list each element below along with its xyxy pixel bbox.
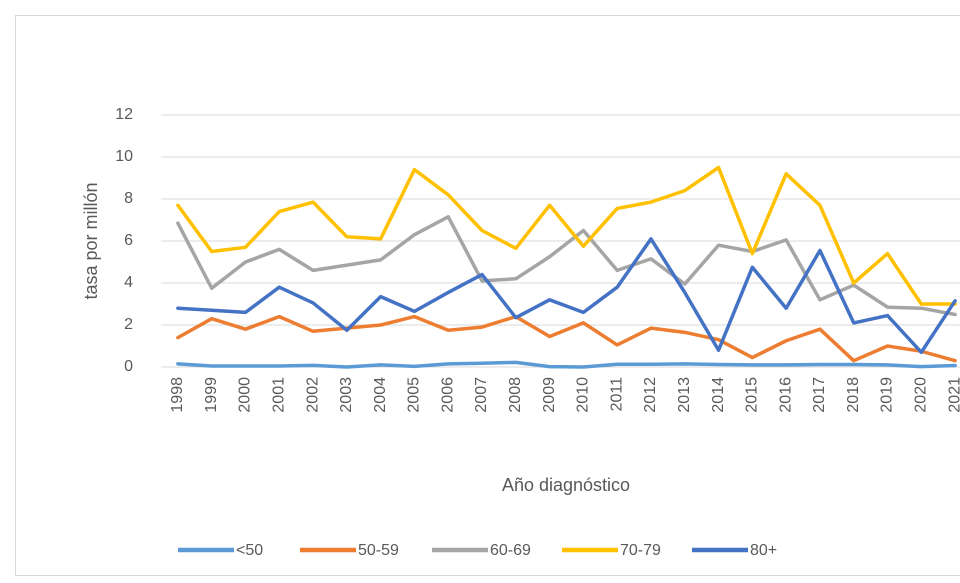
x-tick-label: 2005 — [406, 377, 423, 413]
x-tick-label: 2004 — [372, 377, 389, 413]
x-axis-title: Año diagnóstico — [502, 475, 630, 495]
series-line — [176, 360, 957, 369]
y-axis-title: tasa por millón — [81, 182, 101, 299]
x-tick-label: 2010 — [575, 377, 592, 413]
y-tick-label: 2 — [124, 316, 133, 333]
series-line — [176, 215, 957, 317]
y-tick-label: 12 — [115, 106, 133, 123]
x-tick-label: 2018 — [845, 377, 862, 413]
x-tick-label: 2001 — [270, 377, 287, 413]
x-tick-label: 2021 — [946, 377, 960, 413]
y-tick-label: 4 — [124, 274, 133, 291]
y-tick-label: 10 — [115, 148, 133, 165]
x-tick-label: 2006 — [439, 377, 456, 413]
legend-label: 80+ — [750, 542, 777, 559]
x-tick-label: 2015 — [744, 377, 761, 413]
x-tick-label: 2013 — [676, 377, 693, 413]
x-tick-label: 2016 — [777, 377, 794, 413]
x-tick-label: 2019 — [879, 377, 896, 413]
legend-label: 70-79 — [620, 542, 661, 559]
x-tick-label: 1999 — [203, 377, 220, 413]
y-tick-label: 6 — [124, 232, 133, 249]
x-tick-label: 2009 — [541, 377, 558, 413]
x-tick-label: 2008 — [507, 377, 524, 413]
legend-label: 50-59 — [358, 542, 399, 559]
legend-label: <50 — [236, 542, 263, 559]
x-tick-label: 2017 — [811, 377, 828, 413]
x-tick-label: 2007 — [473, 377, 490, 413]
y-tick-label: 0 — [124, 358, 133, 375]
y-tick-label: 8 — [124, 190, 133, 207]
x-tick-label: 2014 — [710, 377, 727, 413]
x-tick-label: 2012 — [642, 377, 659, 413]
x-tick-label: 2011 — [608, 377, 625, 412]
series-line — [176, 165, 957, 306]
x-tick-label: 2000 — [237, 377, 254, 413]
x-tick-label: 2020 — [913, 377, 930, 413]
x-tick-label: 2002 — [304, 377, 321, 413]
series-line — [176, 314, 957, 363]
chart-border — [15, 15, 960, 576]
x-tick-label: 1998 — [169, 377, 186, 413]
series-line — [176, 237, 957, 355]
legend-label: 60-69 — [490, 542, 531, 559]
x-tick-label: 2003 — [338, 377, 355, 413]
